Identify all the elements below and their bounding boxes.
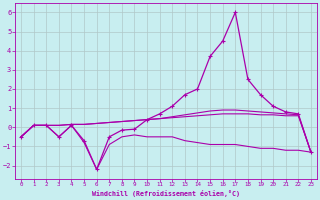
X-axis label: Windchill (Refroidissement éolien,°C): Windchill (Refroidissement éolien,°C) [92,190,240,197]
